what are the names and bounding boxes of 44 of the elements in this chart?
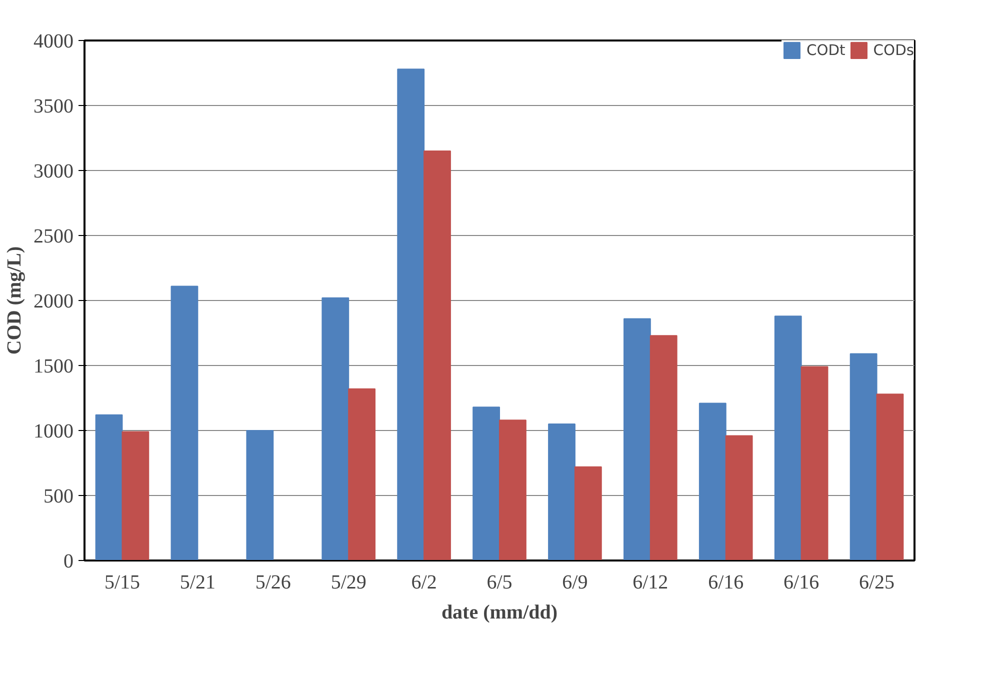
bar [800,366,828,560]
y-tick-label: 2000 [34,290,74,312]
bar [850,353,878,560]
x-tick-label: 6/25 [858,572,895,594]
y-tick-label: 1500 [34,356,74,378]
x-tick-label: 6/16 [784,572,820,594]
x-tick-label: 5/26 [255,572,291,594]
bar [322,297,350,560]
x-tick-label: 5/29 [330,572,366,594]
y-tick-label: 3500 [34,96,74,118]
bar [424,150,451,560]
x-tick-label: 5/21 [180,572,216,594]
x-tick-label: 6/2 [411,572,437,594]
x-tick-label: 5/15 [104,572,140,594]
y-tick-label: 500 [44,486,74,508]
bar [170,286,198,560]
y-tick-label: 3000 [34,160,74,182]
bar [698,402,726,560]
legend-label: CODs [873,42,914,58]
bar [574,466,602,560]
x-axis-title: date (mm/dd) [441,602,558,624]
bar [499,420,526,560]
bar [548,424,576,560]
bar [246,430,274,560]
bar [472,406,500,560]
bar [725,435,753,560]
bar [95,414,123,560]
bar [876,394,904,560]
bar [774,316,802,560]
x-tick-label: 6/16 [708,572,744,594]
x-tick-label: 6/5 [486,572,512,594]
x-tick-label: 6/9 [562,572,588,594]
y-axis-title: COD (mg/L) [4,246,26,355]
bar [650,335,678,560]
x-tick-label: 6/12 [632,572,668,594]
bar [122,431,150,560]
y-tick-label: 0 [64,550,74,572]
legend-label: CODt [806,42,846,58]
y-tick-label: 1000 [34,420,74,442]
bar [624,318,651,560]
bar [348,388,376,560]
y-tick-label: 2500 [34,226,74,248]
y-tick-label: 4000 [34,30,74,52]
bar [397,68,425,560]
